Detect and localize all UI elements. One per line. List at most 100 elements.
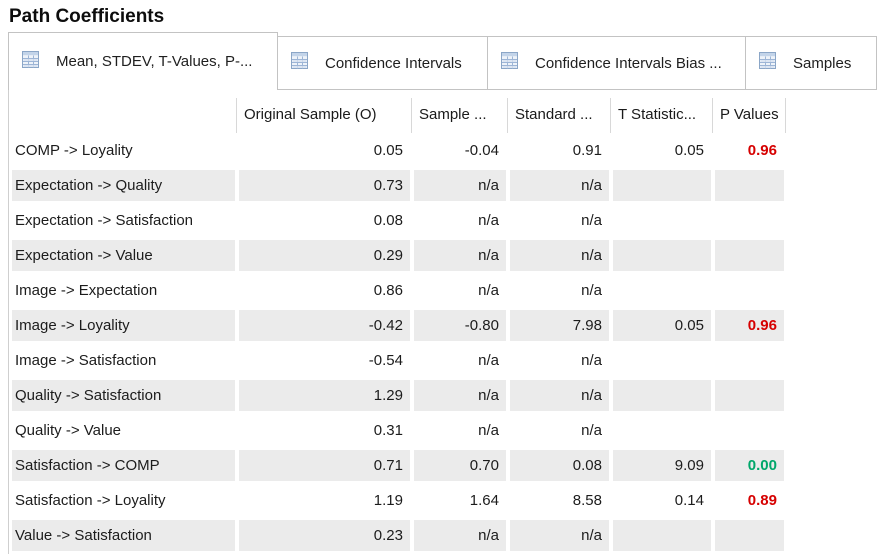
table-row[interactable]: Satisfaction -> COMP 0.71 0.70 0.08 9.09 0.00 (10, 448, 879, 483)
value-cell: 0.73 (237, 168, 412, 203)
table-row[interactable]: Image -> Expectation 0.86 n/a n/a (10, 273, 879, 308)
p-value-cell (713, 413, 786, 448)
tab-bar: Mean, STDEV, T-Values, P-... Confidence … (8, 32, 879, 90)
p-value-cell: 0.96 (713, 133, 786, 168)
table-row[interactable]: COMP -> Loyality 0.05 -0.04 0.91 0.05 0.96 (10, 133, 879, 168)
value-cell (611, 168, 713, 203)
path-coefficients-table: Original Sample (O) Sample ... Standard ..… (10, 98, 879, 553)
value-cell (611, 378, 713, 413)
value-cell: n/a (508, 238, 611, 273)
row-label: Expectation -> Satisfaction (10, 203, 237, 238)
value-cell: n/a (508, 203, 611, 238)
value-cell: -0.04 (412, 133, 508, 168)
column-header: P Values (713, 98, 786, 133)
row-label: Image -> Satisfaction (10, 343, 237, 378)
table-icon (759, 52, 776, 74)
table-header-row: Original Sample (O) Sample ... Standard ..… (10, 98, 879, 133)
row-label: Quality -> Satisfaction (10, 378, 237, 413)
value-cell: n/a (412, 343, 508, 378)
value-cell: 0.05 (237, 133, 412, 168)
tab-confidence-intervals[interactable]: Confidence Intervals (278, 36, 488, 90)
column-header: Standard ... (508, 98, 611, 133)
row-label: Satisfaction -> Loyality (10, 483, 237, 518)
value-cell: 0.08 (508, 448, 611, 483)
column-header: Sample ... (412, 98, 508, 133)
value-cell (611, 343, 713, 378)
p-value-cell (713, 378, 786, 413)
value-cell: 0.91 (508, 133, 611, 168)
table-row[interactable]: Expectation -> Satisfaction 0.08 n/a n/a (10, 203, 879, 238)
value-cell: 0.29 (237, 238, 412, 273)
row-label: Image -> Expectation (10, 273, 237, 308)
p-value-cell: 0.89 (713, 483, 786, 518)
value-cell: 1.29 (237, 378, 412, 413)
value-cell: n/a (412, 273, 508, 308)
table-body: COMP -> Loyality 0.05 -0.04 0.91 0.05 0.96 Exp… (10, 133, 879, 553)
value-cell: n/a (508, 343, 611, 378)
row-label: Satisfaction -> COMP (10, 448, 237, 483)
tab-label: Mean, STDEV, T-Values, P-... (56, 53, 253, 70)
value-cell: 1.19 (237, 483, 412, 518)
value-cell: 0.05 (611, 133, 713, 168)
value-cell: n/a (508, 378, 611, 413)
row-label: Expectation -> Quality (10, 168, 237, 203)
row-label: Image -> Loyality (10, 308, 237, 343)
tab-label: Confidence Intervals Bias ... (535, 54, 722, 72)
value-cell: n/a (508, 273, 611, 308)
value-cell: -0.54 (237, 343, 412, 378)
value-cell: 0.05 (611, 308, 713, 343)
row-label: Quality -> Value (10, 413, 237, 448)
p-value-cell (713, 238, 786, 273)
value-cell: 7.98 (508, 308, 611, 343)
value-cell: 8.58 (508, 483, 611, 518)
table-row[interactable]: Quality -> Value 0.31 n/a n/a (10, 413, 879, 448)
table-row[interactable]: Satisfaction -> Loyality 1.19 1.64 8.58 0.14… (10, 483, 879, 518)
tab-mean-stdev-t-values-p[interactable]: Mean, STDEV, T-Values, P-... (8, 32, 278, 90)
table-row[interactable]: Image -> Satisfaction -0.54 n/a n/a (10, 343, 879, 378)
value-cell (611, 273, 713, 308)
p-value-cell (713, 518, 786, 553)
results-pane: Original Sample (O) Sample ... Standard ..… (8, 90, 879, 554)
value-cell: -0.80 (412, 308, 508, 343)
value-cell: n/a (508, 413, 611, 448)
value-cell: 9.09 (611, 448, 713, 483)
column-header: Original Sample (O) (237, 98, 412, 133)
value-cell: n/a (508, 168, 611, 203)
value-cell: n/a (412, 168, 508, 203)
value-cell: 0.70 (412, 448, 508, 483)
table-row[interactable]: Image -> Loyality -0.42 -0.80 7.98 0.05 0.96 (10, 308, 879, 343)
value-cell: 0.14 (611, 483, 713, 518)
row-label: Value -> Satisfaction (10, 518, 237, 553)
value-cell: n/a (412, 378, 508, 413)
value-cell: 0.08 (237, 203, 412, 238)
value-cell: n/a (412, 203, 508, 238)
value-cell: 1.64 (412, 483, 508, 518)
value-cell: n/a (412, 518, 508, 553)
p-value-cell (713, 168, 786, 203)
value-cell: 0.86 (237, 273, 412, 308)
value-cell (611, 238, 713, 273)
table-icon (291, 52, 308, 74)
p-value-cell: 0.96 (713, 308, 786, 343)
row-label: Expectation -> Value (10, 238, 237, 273)
value-cell (611, 518, 713, 553)
table-icon (22, 50, 39, 73)
table-row[interactable]: Quality -> Satisfaction 1.29 n/a n/a (10, 378, 879, 413)
table-row[interactable]: Value -> Satisfaction 0.23 n/a n/a (10, 518, 879, 553)
tab-label: Confidence Intervals (325, 54, 462, 72)
tab-samples[interactable]: Samples (746, 36, 877, 90)
table-row[interactable]: Expectation -> Value 0.29 n/a n/a (10, 238, 879, 273)
value-cell (611, 413, 713, 448)
value-cell: -0.42 (237, 308, 412, 343)
table-row[interactable]: Expectation -> Quality 0.73 n/a n/a (10, 168, 879, 203)
p-value-cell (713, 203, 786, 238)
tab-confidence-intervals-bias[interactable]: Confidence Intervals Bias ... (488, 36, 746, 90)
page-title: Path Coefficients (9, 6, 165, 27)
value-cell: n/a (508, 518, 611, 553)
value-cell: n/a (412, 238, 508, 273)
p-value-cell: 0.00 (713, 448, 786, 483)
value-cell (611, 203, 713, 238)
tab-label: Samples (793, 54, 852, 72)
p-value-cell (713, 343, 786, 378)
value-cell: n/a (412, 413, 508, 448)
